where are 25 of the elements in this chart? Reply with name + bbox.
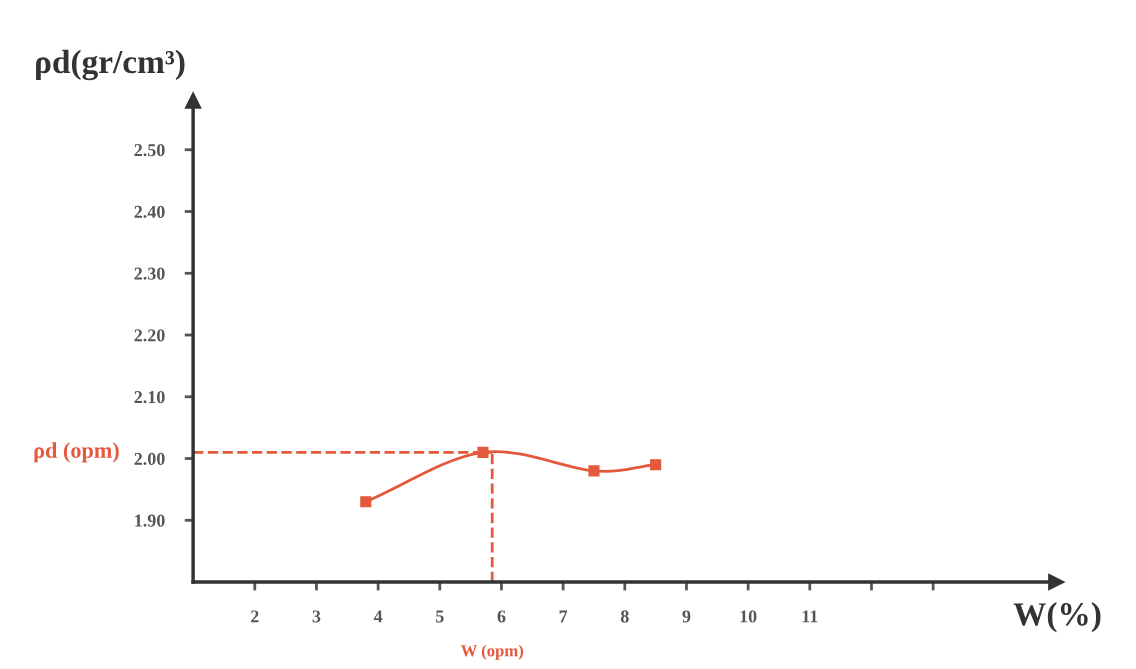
y-tick-label: 1.90 [135,514,165,527]
y-tick-label: 2.50 [134,144,165,157]
x-tick-label: 8 [620,610,629,623]
point [477,446,489,458]
y-tick-label: 2.10 [134,391,165,404]
x-tick-label: 10 [740,610,757,623]
y-tick-label: 2.20 [134,329,165,342]
x-axis-title: W(%) [1013,602,1101,633]
y-tick-label: 2.30 [134,267,165,280]
x-tick-label: 11 [802,610,818,623]
x-tick-label: 5 [436,610,444,623]
x-tick-label: 3 [312,610,321,623]
x-tick-label: 2 [251,610,259,623]
x-tick-label: 6 [497,610,506,623]
y-axis-title: ρd(gr/cm³) [36,49,185,81]
ref-line-label: ρd (opm) [34,442,119,463]
y-tick-label: 2.40 [134,205,165,219]
x-tick-label: 7 [559,610,568,623]
ref-line-label: W (opm) [460,644,524,660]
x-tick-label: 9 [682,610,691,623]
point [650,459,662,471]
point [588,465,600,477]
y-tick-label: 2.00 [134,452,165,466]
x-tick-label: 4 [373,610,383,623]
point [360,496,372,508]
